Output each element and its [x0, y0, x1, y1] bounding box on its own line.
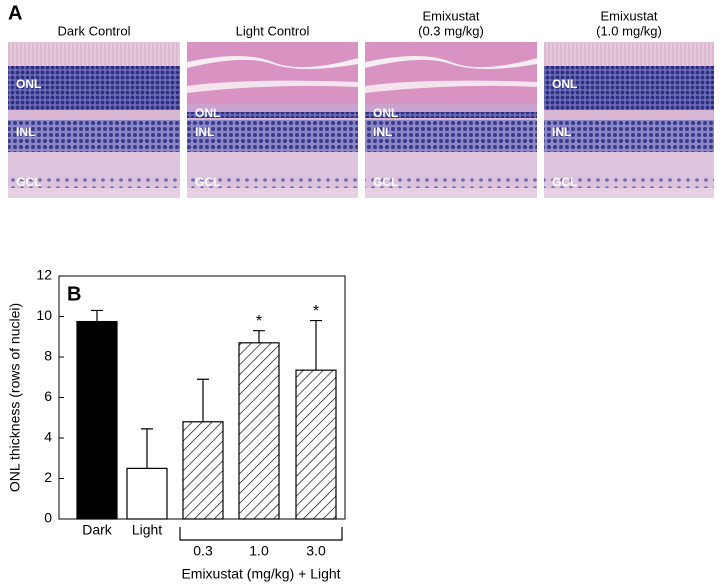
y-tick-label: 6 — [44, 388, 52, 404]
tissue — [544, 188, 714, 198]
tissue — [8, 120, 180, 152]
panel-label: B — [67, 283, 81, 305]
panel-label: A — [8, 2, 22, 24]
significance-label: * — [313, 303, 319, 320]
bar — [238, 342, 280, 520]
tissue — [8, 110, 180, 120]
error-bar — [91, 309, 103, 322]
tissue — [365, 104, 537, 112]
tissue — [365, 112, 537, 118]
error-bar — [141, 428, 153, 469]
x-tick-label: Light — [132, 522, 162, 538]
retina-image: ONL INL GCL Emixustat(1.0 mg/kg) — [544, 8, 714, 198]
retina-image: ONL INL GCL Dark Control — [8, 23, 180, 198]
tissue — [544, 120, 714, 152]
tissue — [187, 112, 358, 118]
image-title: (1.0 mg/kg) — [596, 23, 662, 38]
retina-image: ONL INL GCL Light Control — [187, 23, 358, 198]
significance-label: * — [256, 313, 262, 330]
tissue — [365, 120, 537, 152]
tissue — [187, 56, 358, 69]
y-tick-label: 4 — [44, 429, 52, 445]
x-tick-label: 3.0 — [306, 543, 326, 559]
y-tick-label: 0 — [44, 510, 52, 526]
layer-label: ONL — [552, 77, 577, 91]
tissue — [544, 176, 714, 188]
y-axis-label: ONL thickness (rows of nuclei) — [7, 303, 23, 492]
tissue — [187, 176, 358, 188]
image-title: Emixustat — [600, 8, 657, 23]
tissue — [544, 110, 714, 120]
tissue — [8, 176, 180, 188]
bar — [126, 467, 168, 520]
image-title: Dark Control — [58, 23, 131, 38]
tissue — [187, 104, 358, 112]
layer-label: ONL — [195, 106, 220, 120]
group-label: Emixustat (mg/kg) + Light — [181, 566, 340, 582]
tissue — [187, 188, 358, 198]
image-title: Light Control — [236, 23, 310, 38]
tissue — [365, 80, 537, 93]
layer-label: ONL — [373, 106, 398, 120]
layer-label: GCL — [16, 175, 41, 189]
layer-label: GCL — [373, 175, 398, 189]
tissue — [365, 188, 537, 198]
layer-label: INL — [195, 125, 214, 139]
bar — [295, 369, 337, 520]
image-title: Emixustat — [422, 8, 479, 23]
error-bar — [310, 319, 322, 371]
y-tick-label: 2 — [44, 469, 52, 485]
layer-label: GCL — [552, 175, 577, 189]
group-bracket — [179, 527, 343, 541]
y-tick-label: 10 — [36, 307, 52, 323]
tissue — [365, 42, 537, 104]
tissue — [365, 176, 537, 188]
tissue — [544, 152, 714, 176]
tissue — [8, 42, 180, 66]
layer-label: INL — [552, 125, 571, 139]
tissue — [8, 152, 180, 176]
layer-label: INL — [16, 125, 35, 139]
bar — [76, 320, 118, 520]
tissue — [8, 66, 180, 110]
tissue — [365, 152, 537, 176]
layer-label: INL — [373, 125, 392, 139]
bar — [182, 421, 224, 520]
tissue — [365, 56, 537, 69]
y-tick-label: 12 — [36, 267, 52, 283]
tissue — [187, 42, 358, 104]
x-tick-label: 0.3 — [193, 543, 213, 559]
y-tick-label: 8 — [44, 348, 52, 364]
layer-label: ONL — [16, 77, 41, 91]
x-tick-label: Dark — [82, 522, 113, 538]
tissue — [8, 188, 180, 198]
retina-image: ONL INL GCL Emixustat(0.3 mg/kg) — [365, 8, 537, 198]
x-tick-label: 1.0 — [249, 543, 269, 559]
error-bar — [253, 330, 265, 343]
layer-label: GCL — [195, 175, 220, 189]
tissue — [544, 42, 714, 66]
image-title: (0.3 mg/kg) — [418, 23, 484, 38]
tissue — [187, 80, 358, 93]
tissue — [544, 66, 714, 110]
tissue — [187, 152, 358, 176]
tissue — [187, 120, 358, 152]
error-bar — [197, 378, 209, 422]
